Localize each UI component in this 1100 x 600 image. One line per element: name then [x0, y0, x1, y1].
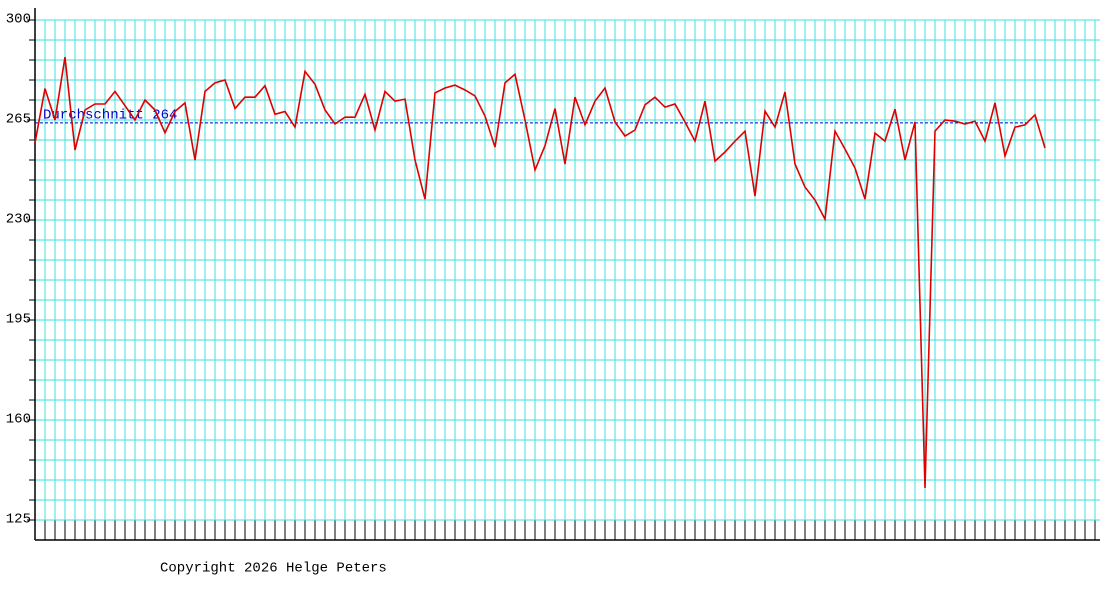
data-line	[34, 57, 1046, 489]
footer: Copyright 2026 Helge Peters	[160, 561, 387, 577]
y-tick-label: 300	[6, 12, 31, 28]
average-label: Durchschnitt 264	[43, 108, 177, 124]
y-tick-label: 160	[6, 412, 31, 428]
y-tick-label: 125	[6, 512, 31, 528]
y-tick-label: 195	[6, 312, 31, 328]
y-tick-label: 230	[6, 212, 31, 228]
y-tick-label: 265	[6, 112, 31, 128]
